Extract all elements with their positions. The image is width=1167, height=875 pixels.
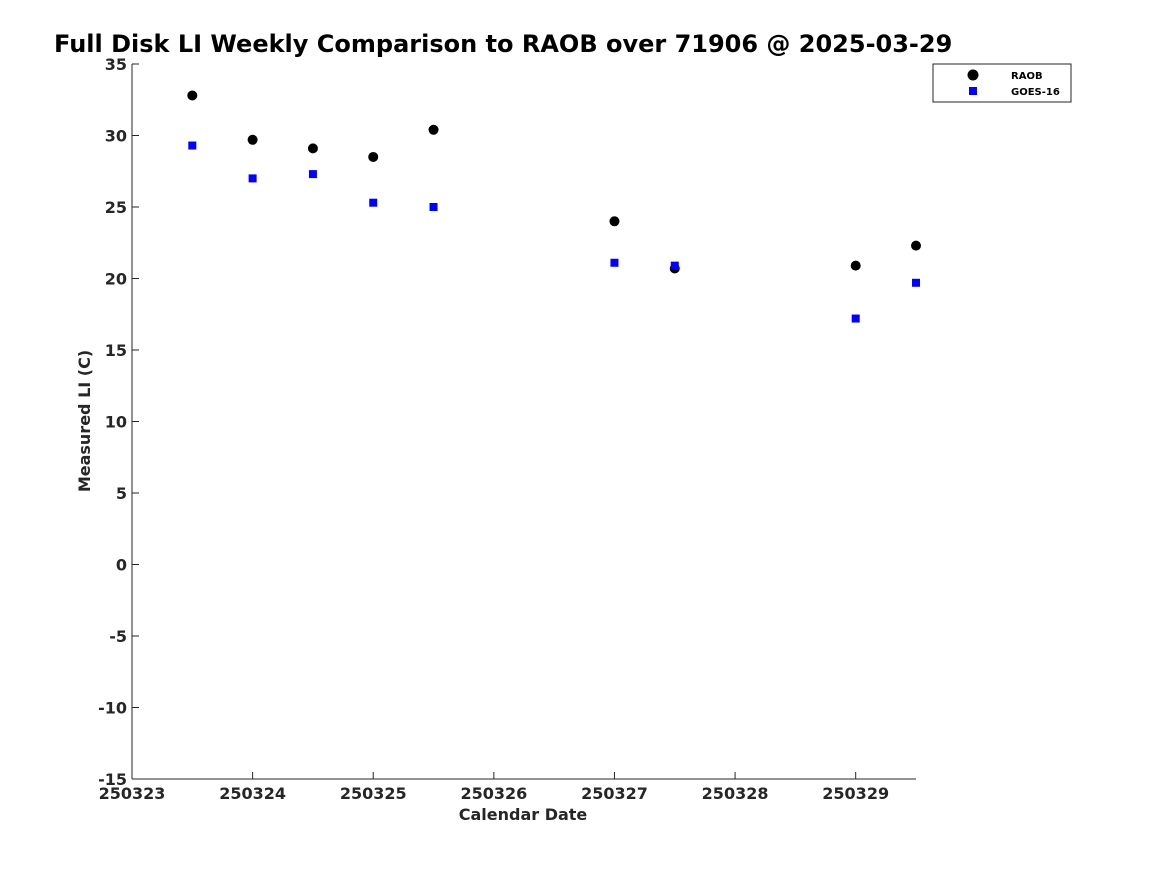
goes-16-point [912,278,920,287]
goes-16-point [851,314,860,323]
y-tick-label: -5 [109,627,127,646]
legend-marker-goes-16 [969,87,977,95]
goes-16-point [670,261,679,270]
y-tick-label: 0 [116,556,127,575]
raob-point [850,260,861,271]
y-ticks: 35 30 25 20 15 10 5 0 -5 -10 -15 [98,55,139,789]
x-tick-label: 250325 [340,784,407,803]
legend-box [932,63,1072,103]
y-axis-label: Measured LI (C) [75,350,94,492]
y-tick-label: 10 [105,413,127,432]
raob-point [187,90,198,101]
x-tick-label: 250328 [702,784,769,803]
goes-16-point [429,203,438,211]
goes-16-point [610,258,619,267]
legend-label-goes-16: GOES-16 [1011,87,1060,98]
raob-point [247,134,258,145]
legend: RAOB GOES-16 [932,63,1072,103]
x-tick-label: 250324 [219,784,286,803]
data-points [187,90,921,323]
x-tick-label: 250323 [99,784,166,803]
y-tick-label: 15 [105,341,127,360]
raob-point [307,143,318,154]
x-ticks: 250323 250324 250325 250326 250327 250328 2503… [99,772,889,803]
x-tick-label: 250326 [460,784,527,803]
goes-16-point [369,198,378,207]
raob-point [609,216,620,227]
raob-point [911,240,921,251]
chart-title: Full Disk LI Weekly Comparison to RAOB o… [54,30,952,58]
legend-marker-raob [967,69,979,81]
raob-point [428,124,439,135]
y-tick-label: 30 [105,127,127,146]
y-tick-label: -10 [98,699,127,718]
x-axis-label: Calendar Date [459,805,588,824]
x-tick-label: 250329 [822,784,889,803]
raob-point [368,151,379,162]
legend-label-raob: RAOB [1011,71,1043,82]
goes-16-point [308,170,317,179]
goes-16-point [248,174,257,183]
axes [131,64,916,780]
legend-items: RAOB GOES-16 [967,69,1060,98]
y-tick-label: 5 [116,484,127,503]
y-tick-label: 20 [105,270,127,289]
goes-16-point [188,141,197,150]
y-tick-label: 35 [105,55,127,74]
y-tick-label: -15 [98,770,127,789]
x-tick-label: 250327 [581,784,648,803]
y-tick-label: 25 [105,198,127,217]
